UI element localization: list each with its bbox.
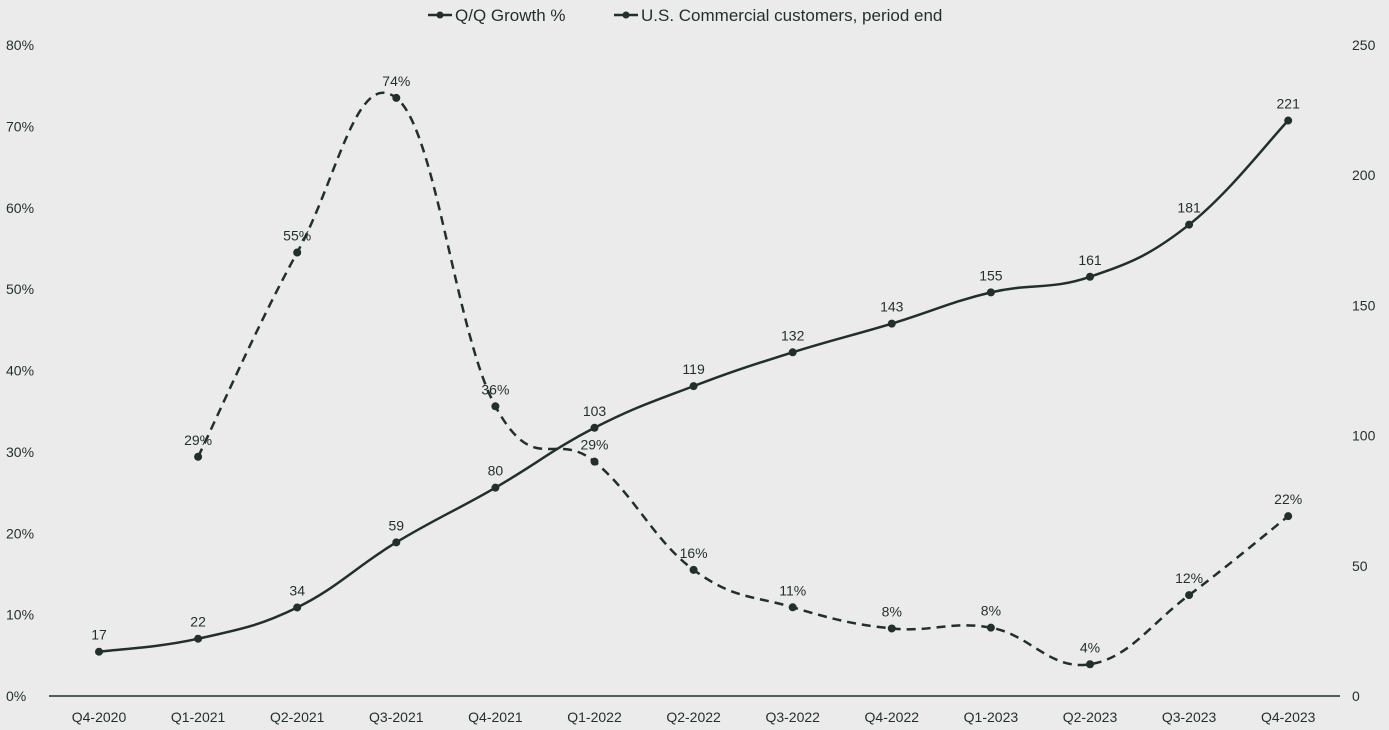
data-point-customers xyxy=(194,634,203,643)
data-label-growth: 12% xyxy=(1175,570,1203,586)
x-tick-label: Q4-2023 xyxy=(1261,709,1316,725)
data-label-growth: 4% xyxy=(1080,639,1100,655)
data-point-customers xyxy=(1284,116,1293,125)
data-point-customers xyxy=(95,647,103,656)
left-y-axis: 0% 10% 20% 30% 40% 50% 60% 70% 80% xyxy=(6,37,34,704)
data-point-customers xyxy=(491,483,500,492)
series-growth: 29% 55% 74% 36% 29% 16% 11% 8% 8% 4% 12% 22% xyxy=(184,73,1302,669)
data-label-customers: 34 xyxy=(289,582,305,598)
x-tick-label: Q2-2023 xyxy=(1063,709,1118,725)
x-tick-label: Q4-2022 xyxy=(865,709,920,725)
data-label-customers: 59 xyxy=(389,517,405,533)
data-point-customers xyxy=(887,319,896,328)
data-label-growth: 16% xyxy=(680,545,708,561)
x-tick-label: Q3-2022 xyxy=(765,709,820,725)
data-point-growth xyxy=(194,452,203,461)
x-tick-label: Q1-2022 xyxy=(567,709,622,725)
legend-item-growth: Q/Q Growth % xyxy=(428,6,566,25)
left-tick-label: 0% xyxy=(6,688,26,704)
data-label-customers: 143 xyxy=(880,299,904,315)
legend-marker-customers xyxy=(622,11,630,19)
data-point-growth xyxy=(887,624,896,633)
data-point-customers xyxy=(392,538,401,547)
x-axis: Q4-2020 Q1-2021 Q2-2021 Q3-2021 Q4-2021 Q1-20… xyxy=(49,695,1340,725)
x-tick-label: Q4-2020 xyxy=(72,709,127,725)
x-tick-label: Q3-2023 xyxy=(1162,709,1217,725)
data-point-customers xyxy=(1185,220,1194,229)
data-label-growth: 8% xyxy=(882,603,902,619)
data-label-customers: 155 xyxy=(979,267,1003,283)
data-label-growth: 36% xyxy=(481,381,509,397)
x-tick-label: Q1-2021 xyxy=(171,709,226,725)
right-tick-label: 150 xyxy=(1352,297,1376,313)
left-tick-label: 70% xyxy=(6,118,34,134)
x-tick-label: Q4-2021 xyxy=(468,709,523,725)
data-label-customers: 17 xyxy=(91,627,107,643)
left-tick-label: 80% xyxy=(6,37,34,53)
data-point-growth xyxy=(392,93,401,102)
data-label-growth: 74% xyxy=(382,73,410,89)
data-label-growth: 29% xyxy=(184,432,212,448)
left-tick-label: 30% xyxy=(6,444,34,460)
legend-marker-growth xyxy=(436,11,444,19)
left-tick-label: 10% xyxy=(6,607,34,623)
series-line-growth xyxy=(196,91,1289,667)
data-point-growth xyxy=(986,623,995,632)
data-point-growth xyxy=(1284,512,1293,521)
right-tick-label: 0 xyxy=(1352,688,1360,704)
data-point-growth xyxy=(1086,660,1094,669)
data-point-growth xyxy=(293,248,302,257)
data-point-customers xyxy=(293,603,302,612)
right-y-axis: 0 50 100 150 200 250 xyxy=(1352,37,1376,704)
left-tick-label: 40% xyxy=(6,363,34,379)
right-tick-label: 200 xyxy=(1352,167,1376,183)
data-point-growth xyxy=(788,603,797,612)
data-label-customers: 119 xyxy=(682,361,705,377)
x-tick-label: Q2-2021 xyxy=(270,709,325,725)
left-tick-label: 60% xyxy=(6,200,34,216)
data-point-customers xyxy=(590,423,599,432)
x-tick-label: Q2-2022 xyxy=(666,709,721,725)
data-label-customers: 181 xyxy=(1177,200,1201,216)
data-point-growth xyxy=(590,457,599,466)
right-tick-label: 50 xyxy=(1352,558,1368,574)
data-point-customers xyxy=(788,348,797,357)
data-point-customers xyxy=(1086,272,1094,281)
legend-label-customers: U.S. Commercial customers, period end xyxy=(641,6,942,25)
data-point-customers xyxy=(689,382,698,391)
data-point-growth xyxy=(1185,591,1194,600)
left-tick-label: 20% xyxy=(6,525,34,541)
data-label-customers: 103 xyxy=(583,403,607,419)
x-tick-label: Q1-2023 xyxy=(964,709,1019,725)
right-tick-label: 250 xyxy=(1352,37,1376,53)
data-label-growth: 22% xyxy=(1274,491,1302,507)
x-tick-label: Q3-2021 xyxy=(369,709,424,725)
data-label-customers: 221 xyxy=(1277,96,1301,112)
data-point-growth xyxy=(689,565,698,574)
legend-label-growth: Q/Q Growth % xyxy=(455,6,566,25)
data-label-growth: 29% xyxy=(580,437,608,453)
left-tick-label: 50% xyxy=(6,281,34,297)
data-point-growth xyxy=(491,402,500,411)
data-label-customers: 22 xyxy=(190,614,206,630)
data-label-customers: 161 xyxy=(1078,252,1102,268)
series-customers: 17 22 34 59 80 103 119 132 143 155 161 181 221 xyxy=(91,96,1300,656)
data-label-customers: 80 xyxy=(488,463,504,479)
data-label-growth: 11% xyxy=(779,582,806,598)
data-label-customers: 132 xyxy=(781,327,805,343)
legend-item-customers: U.S. Commercial customers, period end xyxy=(614,6,942,25)
series-layer: 29% 55% 74% 36% 29% 16% 11% 8% 8% 4% 12% 22% 17 22 34 5… xyxy=(91,73,1302,669)
data-label-growth: 55% xyxy=(283,228,311,244)
right-tick-label: 100 xyxy=(1352,428,1376,444)
data-point-customers xyxy=(986,288,995,297)
legend: Q/Q Growth % U.S. Commercial customers, p… xyxy=(428,6,942,25)
data-label-growth: 8% xyxy=(981,603,1001,619)
